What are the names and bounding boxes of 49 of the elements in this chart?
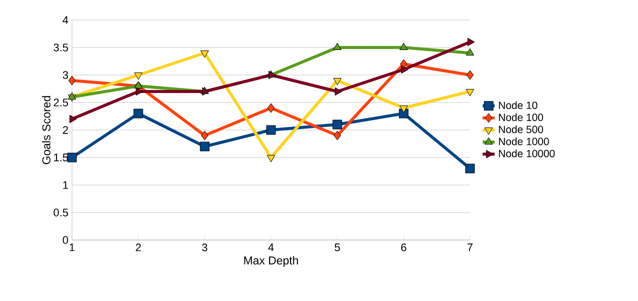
y-tick-label: 4 [62, 16, 68, 24]
x-tick-label: 2 [136, 244, 141, 252]
y-axis-title: Goals Scored [42, 96, 50, 164]
point [266, 155, 276, 162]
x-tick-label: 5 [334, 244, 340, 252]
y-tick-label: 2 [62, 126, 68, 134]
y-tick-label: 0 [62, 236, 68, 244]
point [466, 89, 474, 96]
y-tick-label: 1.5 [54, 154, 68, 162]
y-tick-label: 3.5 [54, 44, 68, 52]
point [333, 42, 342, 50]
point [466, 48, 474, 56]
x-tick-label: 4 [268, 244, 274, 252]
legend-label: Node 10 [499, 101, 538, 110]
y-tick-label: 1 [63, 181, 68, 189]
legend-label: Node 100 [499, 113, 544, 122]
y-tick-label: 0.5 [54, 208, 68, 216]
legend-label: Node 10000 [499, 150, 555, 158]
legend-label: Node 500 [499, 125, 544, 134]
point [266, 125, 276, 135]
legend-label: Node 1000 [499, 138, 549, 146]
point [68, 92, 76, 100]
x-tick-label: 7 [468, 244, 473, 252]
y-tick-label: 2.5 [54, 98, 68, 106]
point [466, 70, 474, 80]
x-tick-label: 6 [401, 244, 406, 252]
x-tick-label: 3 [202, 244, 208, 252]
point [70, 114, 77, 124]
point [332, 120, 342, 130]
point [267, 103, 275, 113]
point [401, 65, 408, 74]
point [67, 152, 77, 162]
point [200, 142, 210, 152]
point [334, 130, 341, 140]
point [334, 87, 342, 96]
point [400, 42, 408, 50]
y-tick-label: 3 [62, 71, 68, 79]
point [136, 87, 144, 96]
point [400, 106, 408, 113]
point [465, 164, 475, 174]
x-tick-label: 1 [70, 244, 75, 252]
point [134, 108, 144, 118]
point [468, 38, 475, 46]
point [134, 72, 142, 80]
x-axis-title: Max Depth [244, 256, 298, 267]
point [333, 78, 342, 86]
point [201, 130, 208, 140]
point [68, 76, 76, 86]
point [200, 50, 209, 58]
